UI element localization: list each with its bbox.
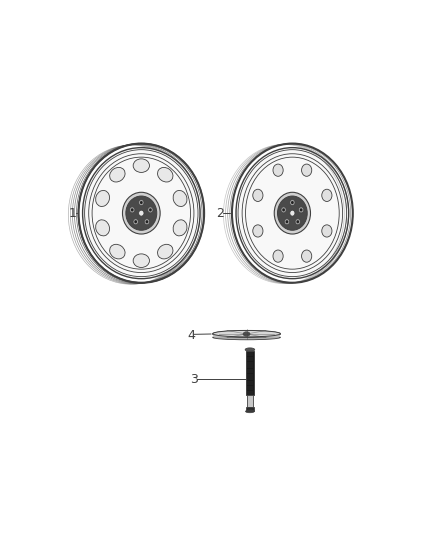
Ellipse shape: [300, 208, 303, 212]
Ellipse shape: [295, 219, 300, 225]
Bar: [246, 351, 254, 395]
Ellipse shape: [291, 201, 294, 204]
Ellipse shape: [213, 330, 280, 337]
Ellipse shape: [322, 189, 332, 201]
Ellipse shape: [253, 189, 263, 201]
Ellipse shape: [301, 250, 312, 262]
Ellipse shape: [144, 219, 150, 225]
Ellipse shape: [140, 201, 143, 204]
Ellipse shape: [286, 220, 288, 223]
Text: 1: 1: [68, 207, 76, 220]
Ellipse shape: [158, 244, 173, 259]
Bar: [247, 395, 253, 407]
Ellipse shape: [290, 210, 295, 216]
Ellipse shape: [273, 250, 283, 262]
Ellipse shape: [301, 164, 312, 176]
Ellipse shape: [123, 192, 160, 234]
Ellipse shape: [290, 199, 295, 206]
Ellipse shape: [253, 225, 263, 237]
Ellipse shape: [298, 207, 304, 213]
Ellipse shape: [297, 220, 299, 223]
Ellipse shape: [274, 192, 311, 234]
Ellipse shape: [246, 410, 254, 413]
Ellipse shape: [131, 208, 134, 212]
Ellipse shape: [148, 207, 153, 213]
Ellipse shape: [83, 148, 200, 279]
Ellipse shape: [158, 167, 173, 182]
Ellipse shape: [95, 220, 110, 236]
Bar: [246, 407, 254, 411]
Ellipse shape: [282, 208, 285, 212]
Ellipse shape: [278, 196, 307, 230]
Ellipse shape: [243, 332, 250, 336]
Ellipse shape: [213, 335, 280, 340]
Ellipse shape: [138, 210, 144, 216]
FancyBboxPatch shape: [213, 334, 280, 337]
Ellipse shape: [110, 244, 125, 259]
Text: 2: 2: [216, 207, 224, 220]
Ellipse shape: [134, 220, 137, 223]
Ellipse shape: [133, 159, 149, 172]
Ellipse shape: [145, 220, 148, 223]
Ellipse shape: [133, 219, 138, 225]
Ellipse shape: [138, 199, 144, 206]
Text: 4: 4: [187, 329, 195, 342]
Ellipse shape: [245, 348, 254, 351]
Ellipse shape: [284, 219, 290, 225]
Ellipse shape: [173, 220, 187, 236]
Ellipse shape: [126, 196, 157, 230]
Ellipse shape: [322, 225, 332, 237]
Ellipse shape: [95, 190, 110, 206]
Ellipse shape: [213, 330, 280, 337]
Ellipse shape: [130, 207, 135, 213]
Ellipse shape: [281, 207, 286, 213]
Ellipse shape: [133, 254, 149, 268]
Text: 3: 3: [191, 373, 198, 386]
Ellipse shape: [149, 208, 152, 212]
Ellipse shape: [273, 164, 283, 176]
Ellipse shape: [236, 148, 349, 279]
Ellipse shape: [173, 190, 187, 206]
Ellipse shape: [110, 167, 125, 182]
